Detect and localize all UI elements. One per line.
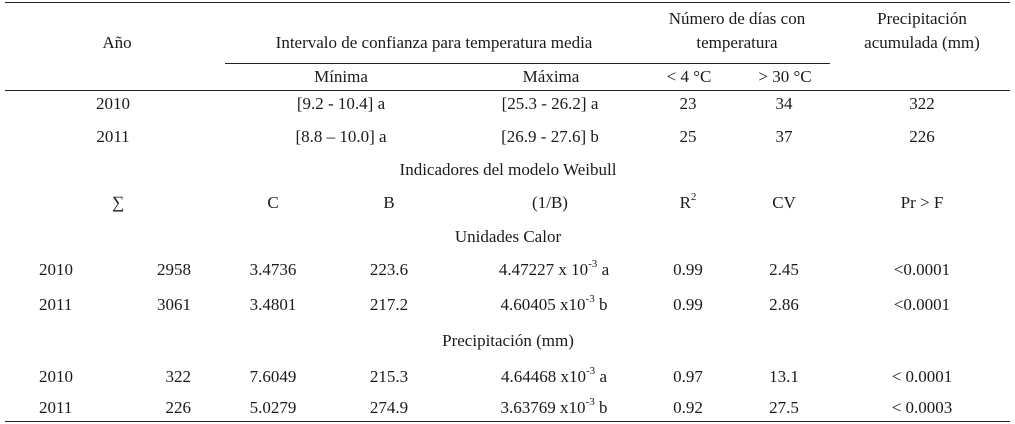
inv-b-cell: 4.64468 x10-3 a [501,365,607,386]
header-days-line2: temperatura [696,33,778,52]
interval-underline [225,63,830,64]
year-cell: 2011 [39,295,73,314]
days-lt4-cell: 23 [679,94,697,113]
header-max: Máxima [522,67,580,86]
b-cell: 215.3 [369,367,409,386]
b-cell: 217.2 [369,295,409,314]
pr-cell: < 0.0001 [891,367,953,386]
weibull-header-cv: CV [772,193,796,212]
weibull-header-b: B [383,193,395,212]
section-title-heat-units: Unidades Calor [454,227,562,246]
pr-cell: <0.0001 [893,260,951,279]
precip-cell: 226 [909,127,935,146]
weibull-title: Indicadores del modelo Weibull [399,160,617,179]
table-bottom-rule [5,421,1010,422]
sum-cell: 3061 [157,295,191,314]
header-lt4: < 4 °C [666,67,712,86]
b-cell: 223.6 [369,260,409,279]
r2-cell: 0.99 [673,260,703,279]
max-interval-cell: [26.9 - 27.6] b [501,127,599,146]
cv-cell: 2.86 [769,295,799,314]
year-cell: 2010 [39,367,73,386]
sum-cell: 2958 [157,260,191,279]
weibull-header-r2: R2 [679,191,697,212]
header-gt30: > 30 °C [758,67,812,86]
cv-cell: 27.5 [769,398,799,417]
header-precip-line1: Precipitación [877,9,967,28]
inv-b-cell: 3.63769 x10-3 b [500,396,608,417]
year-cell: 2010 [96,94,130,113]
c-cell: 7.6049 [249,367,297,386]
sum-cell: 226 [165,398,192,417]
c-cell: 5.0279 [249,398,297,417]
year-cell: 2011 [96,127,130,146]
precip-cell: 322 [909,94,935,113]
section-title-precipitation: Precipitación (mm) [442,331,574,350]
header-min: Mínima [314,67,368,86]
header-precip-line2: acumulada (mm) [864,33,980,52]
min-interval-cell: [9.2 - 10.4] a [296,94,386,113]
sum-cell: 322 [165,367,192,386]
max-interval-cell: [25.3 - 26.2] a [501,94,599,113]
cv-cell: 2.45 [769,260,799,279]
c-cell: 3.4801 [249,295,297,314]
header-days-line1: Número de días con [668,9,806,28]
table-top-rule [5,2,1010,3]
r2-cell: 0.97 [673,367,703,386]
pr-cell: <0.0001 [893,295,951,314]
r2-cell: 0.92 [673,398,703,417]
b-cell: 274.9 [369,398,409,417]
c-cell: 3.4736 [249,260,297,279]
days-lt4-cell: 25 [679,127,697,146]
header-year: Año [102,33,132,52]
weibull-header-sum: ∑ [111,193,125,212]
header-interval: Intervalo de confianza para temperatura … [275,33,593,52]
header-bottom-rule [5,90,1010,91]
pr-cell: < 0.0003 [891,398,953,417]
year-cell: 2011 [39,398,73,417]
min-interval-cell: [8.8 – 10.0] a [295,127,387,146]
inv-b-cell: 4.47227 x 10-3 a [498,258,610,279]
weibull-header-inv-b: (1/B) [532,193,568,212]
inv-b-cell: 4.60405 x10-3 b [500,293,608,314]
cv-cell: 13.1 [769,367,799,386]
weibull-header-c: C [267,193,279,212]
year-cell: 2010 [39,260,73,279]
r2-cell: 0.99 [673,295,703,314]
days-gt30-cell: 34 [775,94,793,113]
days-gt30-cell: 37 [775,127,793,146]
weibull-header-pr: Pr > F [900,193,944,212]
